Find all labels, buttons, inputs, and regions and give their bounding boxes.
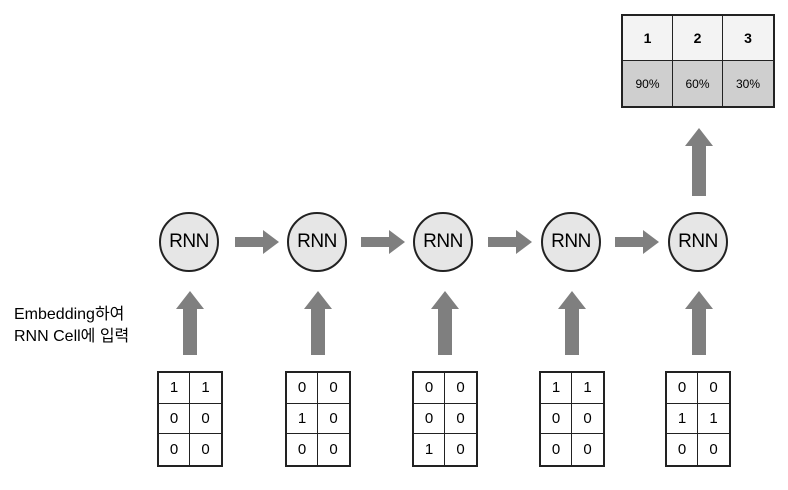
grid-cell: 0 — [190, 434, 221, 465]
right-arrow-icon — [615, 230, 659, 254]
grid-cell: 0 — [318, 373, 349, 404]
up-arrow-icon — [685, 128, 713, 196]
grid-cell: 0 — [414, 373, 445, 404]
rnn-node-label: RNN — [551, 231, 591, 253]
grid-cell: 0 — [414, 404, 445, 435]
grid-cell: 0 — [159, 434, 190, 465]
grid-cell: 1 — [159, 373, 190, 404]
grid-cell: 0 — [190, 404, 221, 435]
output-class: 3 — [723, 16, 773, 61]
grid-cell: 0 — [318, 404, 349, 435]
output-table: 1 2 3 90% 60% 30% — [621, 14, 775, 108]
grid-cell: 0 — [445, 404, 476, 435]
grid-cell: 0 — [667, 434, 698, 465]
up-arrow-icon — [176, 291, 204, 355]
grid-cell: 0 — [572, 434, 603, 465]
rnn-node-label: RNN — [423, 231, 463, 253]
grid-cell: 0 — [318, 434, 349, 465]
up-arrow-icon — [558, 291, 586, 355]
grid-cell: 0 — [445, 434, 476, 465]
rnn-node-label: RNN — [169, 231, 209, 253]
input-grid-5: 0 0 1 1 0 0 — [665, 371, 731, 467]
rnn-node-5: RNN — [668, 212, 728, 272]
output-class: 2 — [673, 16, 723, 61]
output-class: 1 — [623, 16, 673, 61]
input-grid-3: 0 0 0 0 1 0 — [412, 371, 478, 467]
up-arrow-icon — [304, 291, 332, 355]
input-grid-4: 1 1 0 0 0 0 — [539, 371, 605, 467]
grid-cell: 0 — [698, 373, 729, 404]
rnn-node-2: RNN — [287, 212, 347, 272]
grid-cell: 1 — [414, 434, 445, 465]
grid-cell: 0 — [445, 373, 476, 404]
grid-cell: 0 — [667, 373, 698, 404]
grid-cell: 1 — [190, 373, 221, 404]
grid-cell: 1 — [287, 404, 318, 435]
input-grid-2: 0 0 1 0 0 0 — [285, 371, 351, 467]
output-probability: 60% — [673, 61, 723, 106]
right-arrow-icon — [361, 230, 405, 254]
up-arrow-icon — [431, 291, 459, 355]
grid-cell: 0 — [287, 434, 318, 465]
rnn-node-label: RNN — [678, 231, 718, 253]
right-arrow-icon — [235, 230, 279, 254]
up-arrow-icon — [685, 291, 713, 355]
grid-cell: 0 — [572, 404, 603, 435]
grid-cell: 0 — [698, 434, 729, 465]
grid-cell: 1 — [667, 404, 698, 435]
grid-cell: 0 — [541, 404, 572, 435]
output-probability: 90% — [623, 61, 673, 106]
grid-cell: 1 — [541, 373, 572, 404]
rnn-node-1: RNN — [159, 212, 219, 272]
right-arrow-icon — [488, 230, 532, 254]
rnn-node-4: RNN — [541, 212, 601, 272]
rnn-node-label: RNN — [297, 231, 337, 253]
grid-cell: 0 — [159, 404, 190, 435]
annotation-line-1: Embedding하여 — [14, 305, 124, 325]
rnn-node-3: RNN — [413, 212, 473, 272]
grid-cell: 1 — [698, 404, 729, 435]
output-probability: 30% — [723, 61, 773, 106]
annotation-line-2: RNN Cell에 입력 — [14, 327, 129, 347]
grid-cell: 0 — [287, 373, 318, 404]
input-grid-1: 1 1 0 0 0 0 — [157, 371, 223, 467]
grid-cell: 1 — [572, 373, 603, 404]
grid-cell: 0 — [541, 434, 572, 465]
